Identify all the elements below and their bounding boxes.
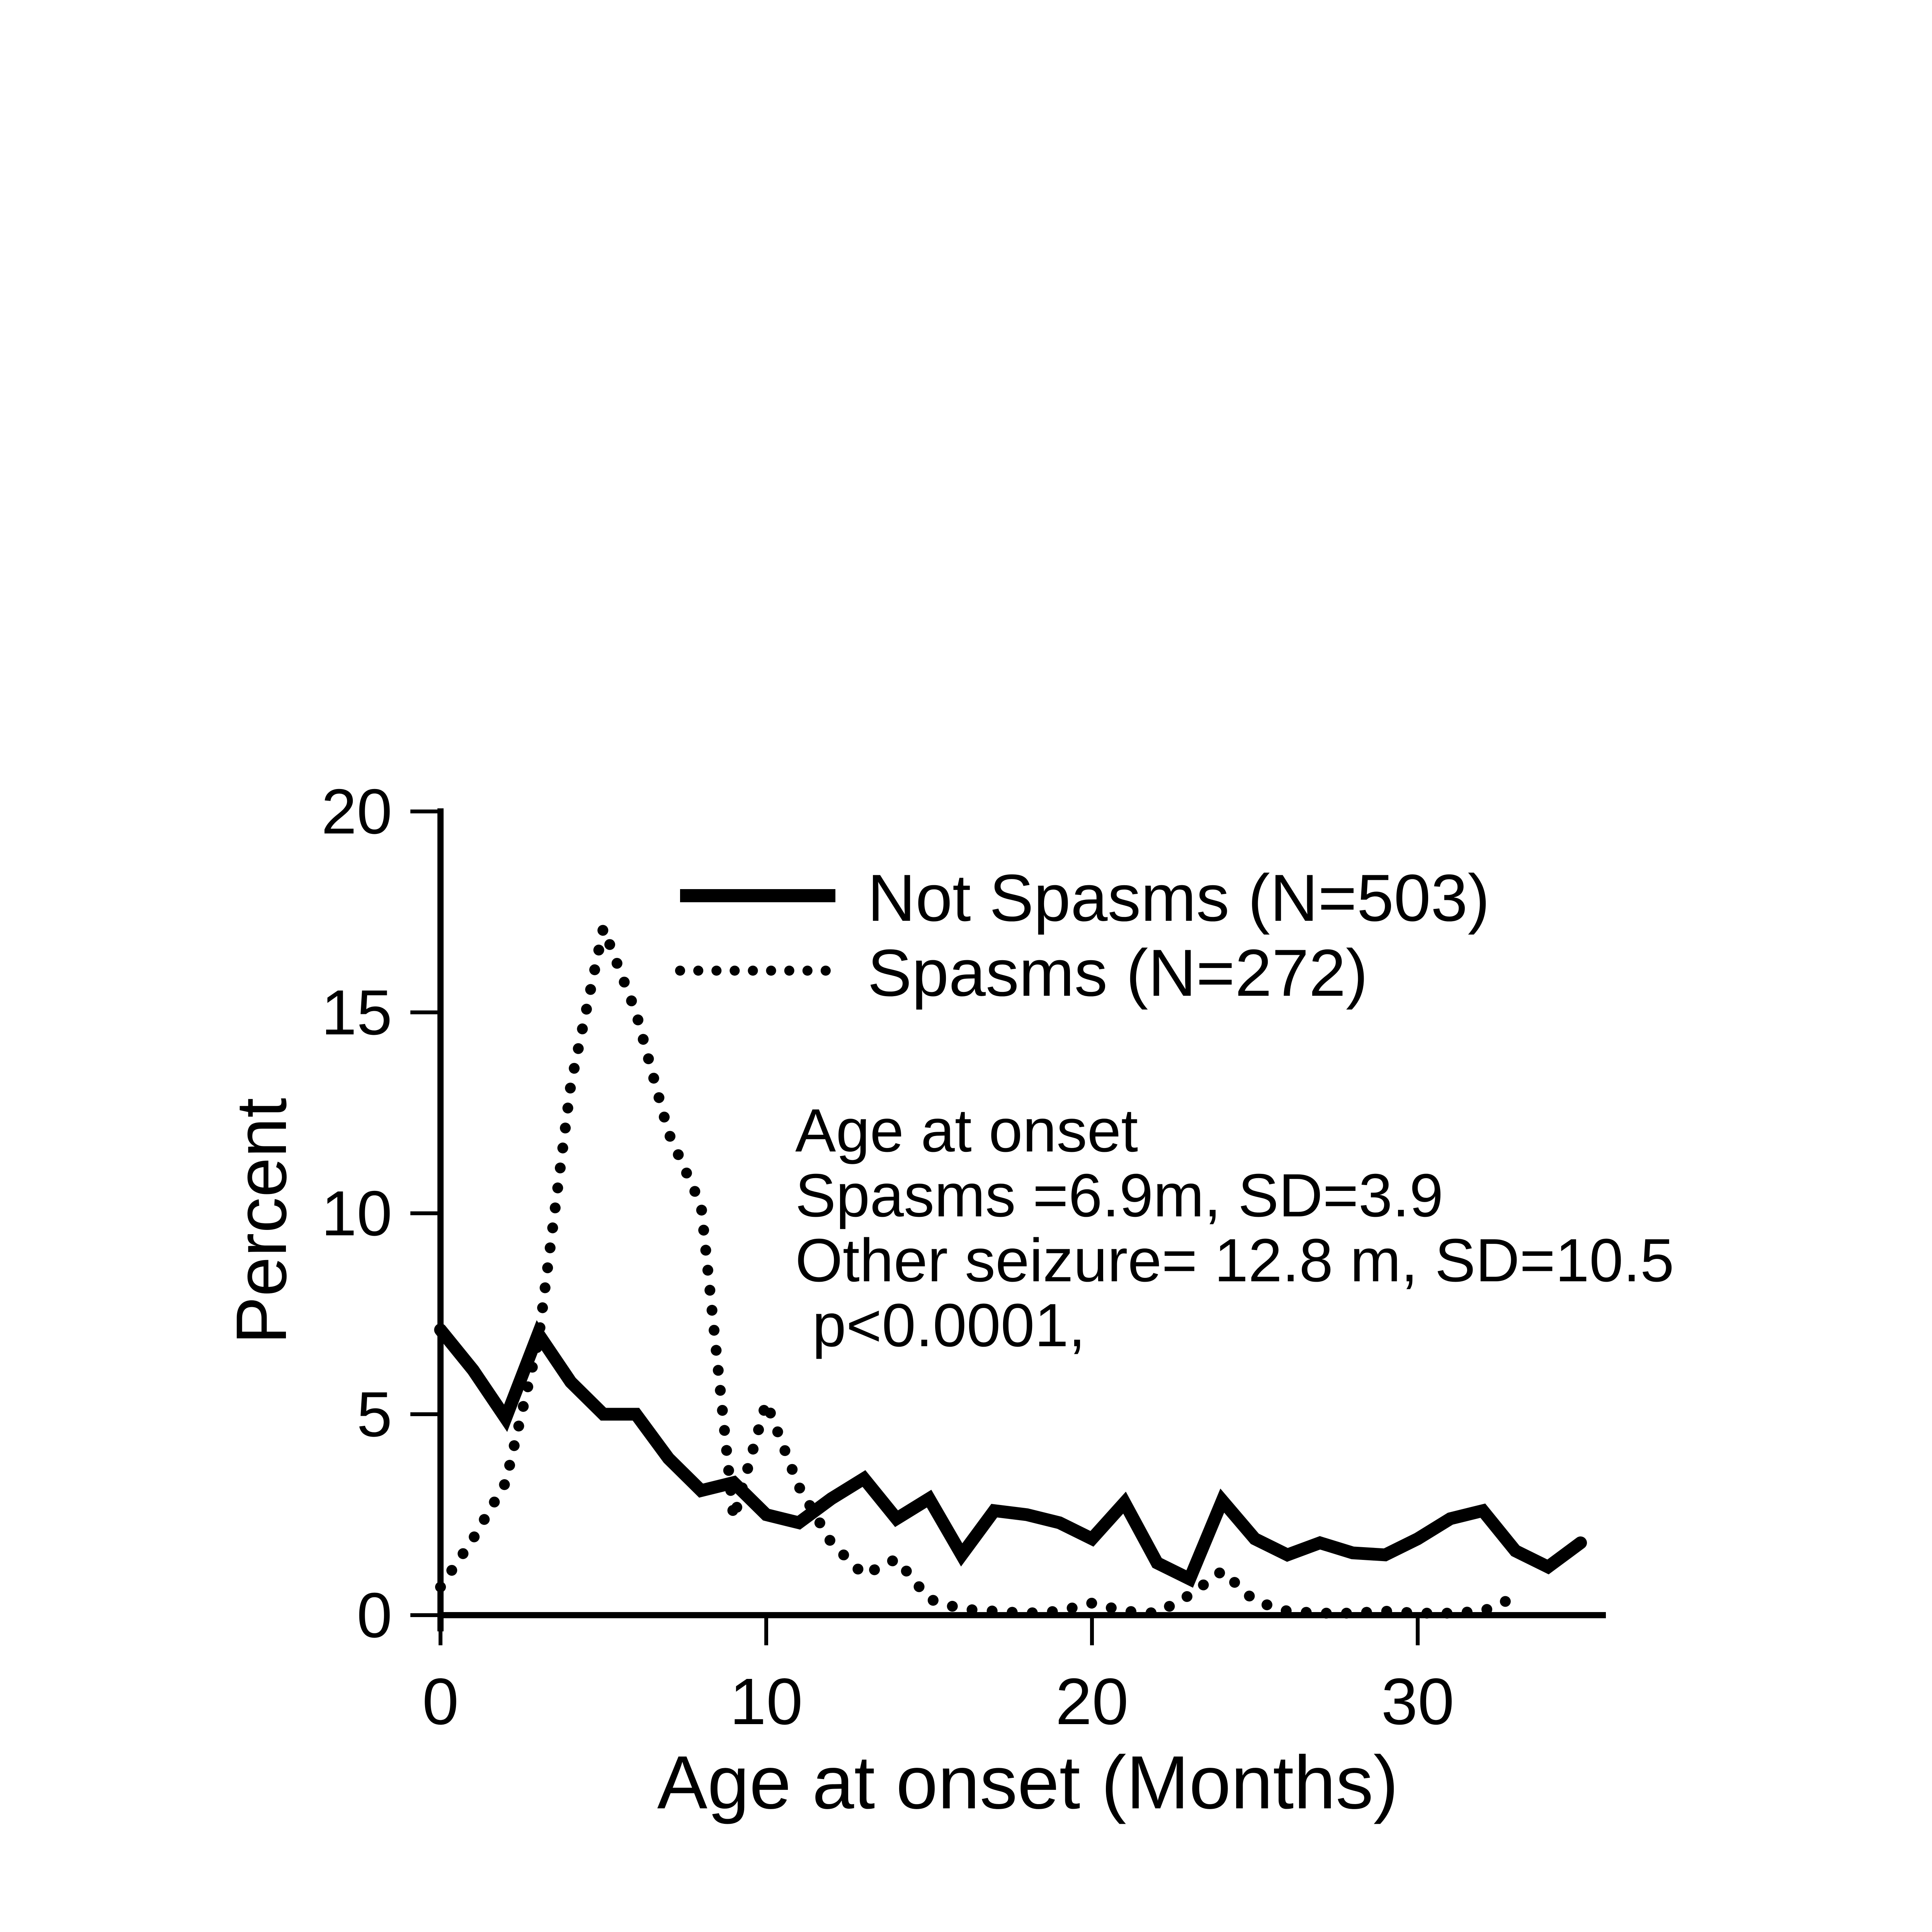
annotation-line-age-at-onset: Age at onset xyxy=(795,1097,1138,1165)
x-axis-tick-labels: 0 10 20 30 xyxy=(422,1665,1454,1738)
y-axis-title: Percent xyxy=(222,1098,301,1344)
y-tick-label: 10 xyxy=(321,1178,392,1249)
annotation-line-p-value: p<0.0001, xyxy=(812,1291,1085,1359)
x-tick-label: 10 xyxy=(730,1665,803,1738)
y-axis: 0 5 10 15 20 Percent xyxy=(222,776,444,1651)
annotation-line-spasms-mean: Spasms =6.9m, SD=3.9 xyxy=(795,1162,1443,1230)
x-axis: 0 10 20 30 Age at onset (Months) xyxy=(422,1612,1606,1825)
plot-series xyxy=(434,909,1587,1619)
x-tick-label: 0 xyxy=(422,1665,459,1738)
legend-label-not-spasms: Not Spasms (N=503) xyxy=(867,861,1490,935)
x-axis-ticks xyxy=(439,1618,1420,1645)
y-axis-tick-labels: 0 5 10 15 20 xyxy=(321,776,392,1651)
legend-label-spasms: Spasms (N=272) xyxy=(867,936,1368,1010)
y-tick-label: 20 xyxy=(321,776,392,847)
x-axis-title: Age at onset (Months) xyxy=(657,1740,1398,1825)
y-axis-ticks xyxy=(410,810,437,1617)
y-tick-label: 0 xyxy=(357,1580,392,1651)
annotation-line-other-seizure-mean: Other seizure= 12.8 m, SD=10.5 xyxy=(795,1226,1674,1294)
x-tick-label: 30 xyxy=(1381,1665,1454,1738)
stats-annotation: Age at onset Spasms =6.9m, SD=3.9 Other … xyxy=(795,1097,1674,1359)
y-tick-label: 15 xyxy=(321,977,392,1048)
y-tick-label: 5 xyxy=(357,1379,392,1450)
series-line-not-spasms xyxy=(434,1320,1587,1588)
legend: Not Spasms (N=503) Spasms (N=272) xyxy=(675,861,1490,1010)
x-tick-label: 20 xyxy=(1055,1665,1128,1738)
